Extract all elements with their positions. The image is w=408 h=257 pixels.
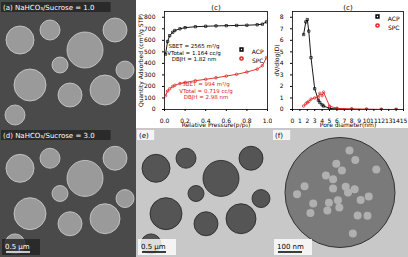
svg-text:800: 800: [144, 13, 156, 20]
svg-text:0: 0: [280, 105, 284, 112]
svg-text:(c): (c): [211, 4, 221, 12]
svg-text:0: 0: [291, 117, 295, 124]
svg-text:SBET = 2565 m²/gVTotal = 1.164: SBET = 2565 m²/gVTotal = 1.164 cc/gDBJH …: [167, 43, 221, 63]
svg-text:15: 15: [400, 117, 408, 124]
svg-text:6: 6: [280, 36, 284, 43]
svg-text:0.5 μm: 0.5 μm: [5, 243, 30, 251]
svg-text:0: 0: [152, 105, 156, 112]
svg-text:200: 200: [144, 82, 156, 89]
svg-text:1: 1: [280, 94, 284, 101]
svg-text:2: 2: [280, 82, 284, 89]
svg-text:100: 100: [144, 94, 156, 101]
svg-text:(d) NaHCO₃/Sucrose = 3.0: (d) NaHCO₃/Sucrose = 3.0: [3, 132, 95, 140]
svg-text:Pore diameter(nm): Pore diameter(nm): [320, 121, 377, 128]
svg-text:8: 8: [280, 13, 284, 20]
svg-text:Quantity Adsorbed (cm³/g STP): Quantity Adsorbed (cm³/g STP): [137, 14, 145, 107]
svg-text:2: 2: [305, 117, 309, 124]
svg-text:7: 7: [280, 25, 284, 32]
svg-text:(c): (c): [343, 4, 353, 12]
svg-text:SPC: SPC: [388, 24, 400, 31]
svg-text:ACP: ACP: [388, 15, 400, 22]
svg-text:0.0: 0.0: [160, 117, 170, 124]
svg-text:(f): (f): [275, 132, 283, 140]
svg-text:(e): (e): [139, 132, 149, 140]
svg-text:3: 3: [280, 71, 284, 78]
svg-text:0.5 μm: 0.5 μm: [141, 243, 166, 251]
svg-text:(a) NaHCO₃/Sucrose = 1.0: (a) NaHCO₃/Sucrose = 1.0: [3, 4, 94, 12]
svg-text:500: 500: [144, 48, 156, 55]
svg-text:dV/dlog(D): dV/dlog(D): [273, 44, 281, 76]
svg-text:100 nm: 100 nm: [277, 243, 304, 251]
svg-text:Relative Pressure(p/p₀): Relative Pressure(p/p₀): [182, 121, 250, 129]
svg-text:ACP: ACP: [252, 48, 264, 55]
svg-text:300: 300: [144, 71, 156, 78]
svg-text:SBET = 994 m²/gVTotal = 0.719: SBET = 994 m²/gVTotal = 0.719 cc/gDBJH =…: [179, 81, 233, 101]
svg-text:400: 400: [144, 59, 156, 66]
svg-text:600: 600: [144, 36, 156, 43]
svg-text:5: 5: [280, 48, 284, 55]
svg-text:1.0: 1.0: [263, 117, 272, 124]
svg-text:4: 4: [280, 59, 284, 66]
svg-text:3: 3: [313, 117, 317, 124]
svg-text:700: 700: [144, 25, 156, 32]
svg-text:1: 1: [298, 117, 302, 124]
svg-text:SPC: SPC: [252, 57, 264, 64]
